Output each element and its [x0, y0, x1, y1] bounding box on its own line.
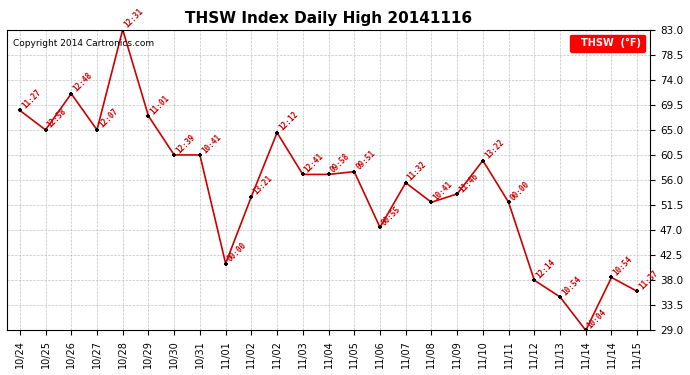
Text: Copyright 2014 Cartronics.com: Copyright 2014 Cartronics.com	[13, 39, 155, 48]
Point	[503, 199, 514, 205]
Text: 12:14: 12:14	[534, 258, 557, 280]
Text: 12:31: 12:31	[123, 7, 146, 30]
Text: 00:00: 00:00	[226, 241, 248, 264]
Text: 10:41: 10:41	[431, 180, 454, 202]
Text: 00:00: 00:00	[509, 180, 531, 202]
Text: 10:54: 10:54	[560, 274, 583, 297]
Point	[555, 294, 566, 300]
Text: 10:54: 10:54	[611, 255, 634, 278]
Point	[529, 277, 540, 283]
Point	[375, 224, 386, 230]
Point	[272, 130, 283, 136]
Text: 11:27: 11:27	[20, 88, 43, 110]
Text: 00:55: 00:55	[380, 205, 403, 227]
Point	[477, 158, 489, 164]
Point	[632, 288, 643, 294]
Point	[40, 127, 51, 133]
Text: 12:39: 12:39	[174, 132, 197, 155]
Point	[195, 152, 206, 158]
Point	[323, 171, 334, 177]
Point	[426, 199, 437, 205]
Point	[143, 113, 154, 119]
Text: 12:48: 12:48	[71, 71, 94, 94]
Legend: THSW  (°F): THSW (°F)	[570, 34, 645, 53]
Text: 12:58: 12:58	[46, 107, 68, 130]
Point	[297, 171, 308, 177]
Point	[168, 152, 179, 158]
Text: 12:41: 12:41	[303, 152, 326, 174]
Text: 11:32: 11:32	[406, 160, 428, 183]
Text: 11:46: 11:46	[457, 171, 480, 194]
Text: 11:01: 11:01	[148, 93, 171, 116]
Point	[66, 91, 77, 97]
Text: 11:37: 11:37	[638, 268, 660, 291]
Point	[92, 127, 103, 133]
Text: 10:41: 10:41	[200, 132, 223, 155]
Point	[400, 180, 411, 186]
Point	[246, 194, 257, 200]
Text: 13:21: 13:21	[251, 174, 274, 197]
Text: 12:07: 12:07	[97, 107, 119, 130]
Point	[606, 274, 617, 280]
Point	[14, 107, 26, 113]
Text: 10:04: 10:04	[586, 308, 609, 330]
Text: 09:51: 09:51	[354, 149, 377, 172]
Point	[117, 27, 128, 33]
Title: THSW Index Daily High 20141116: THSW Index Daily High 20141116	[185, 11, 472, 26]
Point	[220, 261, 231, 267]
Point	[348, 169, 359, 175]
Point	[580, 327, 591, 333]
Point	[452, 191, 463, 197]
Text: 12:12: 12:12	[277, 110, 299, 133]
Text: 13:22: 13:22	[483, 138, 506, 160]
Text: 09:58: 09:58	[328, 152, 351, 174]
